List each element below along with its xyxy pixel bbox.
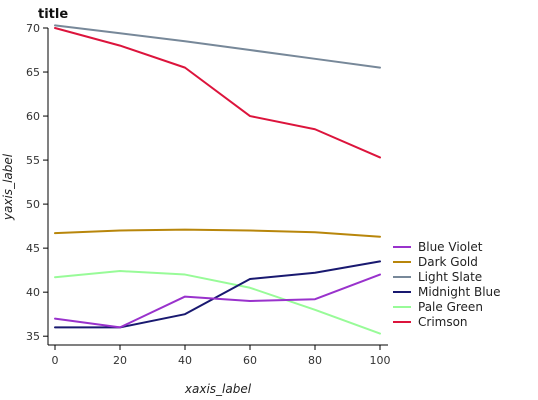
legend-label: Pale Green xyxy=(418,300,483,314)
x-tick-label: 60 xyxy=(243,354,257,367)
legend-label: Blue Violet xyxy=(418,240,483,254)
series-line-blue-violet xyxy=(54,273,381,329)
x-ticks: 0 20 40 60 80 100 xyxy=(52,345,391,367)
legend-label: Dark Gold xyxy=(418,255,478,269)
y-tick-label: 40 xyxy=(26,286,40,299)
legend-label: Crimson xyxy=(418,315,468,329)
legend-label: Midnight Blue xyxy=(418,285,501,299)
y-tick-label: 55 xyxy=(26,154,40,167)
series-line-crimson xyxy=(54,27,381,159)
chart-title: title xyxy=(38,7,68,22)
y-tick-label: 60 xyxy=(26,110,40,123)
plot-area xyxy=(54,24,381,335)
y-tick-label: 65 xyxy=(26,66,40,79)
y-axis-title: yaxis_label xyxy=(1,153,15,221)
series-line-midnight-blue xyxy=(54,260,381,329)
y-tick-label: 50 xyxy=(26,198,40,211)
x-tick-label: 100 xyxy=(370,354,391,367)
series-line-dark-gold xyxy=(54,228,381,238)
series-line-pale-green xyxy=(54,270,381,335)
x-tick-label: 40 xyxy=(178,354,192,367)
x-tick-label: 80 xyxy=(308,354,322,367)
series-line-light-slate xyxy=(54,24,381,69)
y-tick-label: 45 xyxy=(26,242,40,255)
y-tick-label: 70 xyxy=(26,22,40,35)
legend-label: Light Slate xyxy=(418,270,482,284)
x-axis-title: xaxis_label xyxy=(184,382,252,396)
x-tick-label: 0 xyxy=(52,354,59,367)
y-ticks: 35 40 45 50 55 60 65 70 xyxy=(26,22,48,343)
y-tick-label: 35 xyxy=(26,330,40,343)
x-tick-label: 20 xyxy=(113,354,127,367)
axes xyxy=(47,28,388,346)
